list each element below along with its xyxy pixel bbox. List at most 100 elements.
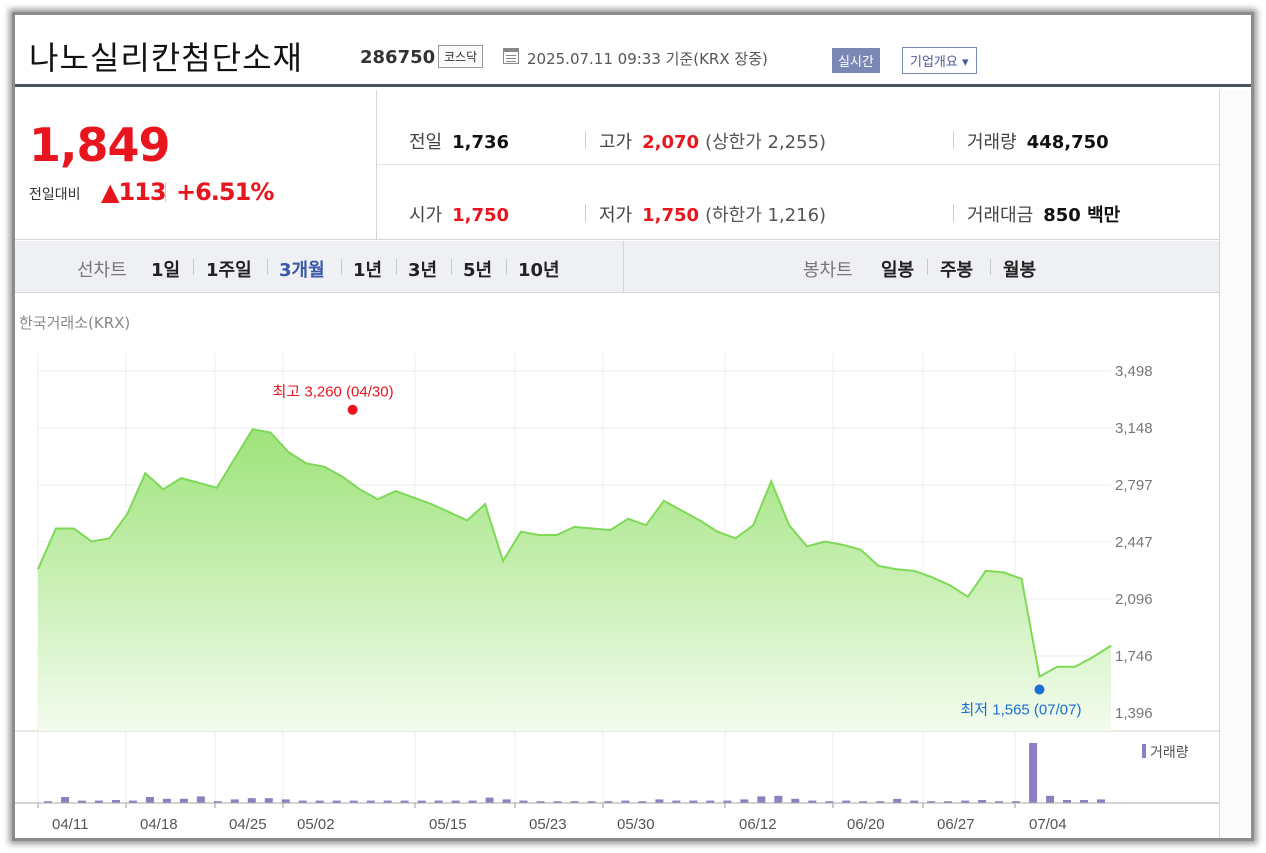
divider	[927, 259, 928, 275]
volume-bar	[927, 801, 936, 803]
volume-bar	[944, 801, 953, 803]
low-annotation: 최저 1,565 (07/07)	[960, 702, 1081, 719]
trade-amount-label: 거래대금	[967, 205, 1034, 226]
volume-bar	[1063, 800, 1072, 803]
change-label: 전일대비	[29, 187, 81, 203]
volume-bar	[1080, 800, 1089, 803]
volume-bar	[910, 800, 919, 803]
volume-bar	[672, 800, 681, 803]
volume-bar	[94, 800, 103, 803]
volume-bar	[774, 795, 783, 803]
volume-bar	[1029, 743, 1038, 803]
volume-bar	[60, 797, 69, 803]
tab-daily-candle[interactable]: 일봉	[881, 260, 915, 281]
volume-bar	[434, 800, 443, 803]
volume-bar	[604, 801, 613, 803]
divider	[990, 259, 991, 275]
day-high: 고가 2,070 (상한가 2,255)	[599, 128, 826, 154]
volume-bar	[451, 800, 460, 803]
day-low-label: 저가	[599, 205, 633, 226]
tab-3y[interactable]: 3년	[408, 260, 438, 281]
day-high-label: 고가	[599, 132, 633, 153]
volume-bar	[298, 800, 307, 803]
volume-bar	[842, 800, 851, 803]
x-tick-label: 04/25	[229, 816, 267, 833]
volume-bar	[111, 800, 120, 803]
volume-bar	[995, 801, 1004, 803]
stock-code: 286750	[360, 47, 436, 68]
volume-bar	[383, 800, 392, 803]
divider	[377, 164, 1219, 165]
y-tick-label: 3,148	[1115, 420, 1153, 437]
volume-bar	[417, 800, 426, 803]
volume-bar	[179, 798, 188, 803]
volume-label: 거래량	[967, 132, 1017, 153]
volume-bar	[162, 798, 171, 803]
calendar-icon	[503, 48, 519, 64]
prev-close-value: 1,736	[452, 132, 510, 153]
divider	[506, 259, 507, 275]
price-change-percent: +6.51%	[176, 178, 274, 206]
tab-1w[interactable]: 1주일	[206, 260, 252, 281]
tab-10y[interactable]: 10년	[518, 260, 560, 281]
x-tick-label: 04/18	[140, 816, 178, 833]
volume-bar	[502, 799, 511, 803]
open-price-label: 시가	[409, 205, 443, 226]
volume-bar	[808, 800, 817, 803]
day-low-value: 1,750	[642, 205, 700, 226]
volume-bar	[44, 801, 52, 803]
volume-bar	[213, 801, 222, 803]
volume-bar	[553, 801, 562, 803]
volume-bar	[1097, 799, 1105, 803]
company-overview-dropdown[interactable]: 기업개요 ▾	[902, 47, 977, 74]
volume-bar	[264, 798, 273, 803]
divider	[193, 259, 194, 275]
tab-3m[interactable]: 3개월	[279, 260, 325, 281]
volume-bar	[893, 798, 902, 803]
volume-bar	[332, 800, 341, 803]
tab-5y[interactable]: 5년	[463, 260, 493, 281]
volume-bar	[196, 796, 205, 803]
volume-bar	[706, 800, 715, 803]
tab-weekly-candle[interactable]: 주봉	[940, 260, 974, 281]
low-marker	[1034, 684, 1045, 695]
volume-bar	[77, 800, 86, 803]
divider	[165, 182, 166, 202]
price-chart: 3,498 3,148 2,797 2,447 2,096 1,746 1,396 최고 3…	[15, 353, 1219, 833]
volume-bar	[961, 800, 970, 803]
current-price: 1,849	[29, 118, 171, 172]
volume-bar	[587, 801, 596, 803]
tab-1d[interactable]: 1일	[151, 260, 181, 281]
divider	[267, 259, 268, 275]
divider	[953, 131, 954, 149]
tab-1y[interactable]: 1년	[353, 260, 383, 281]
realtime-button[interactable]: 실시간	[832, 48, 880, 73]
divider	[341, 259, 342, 275]
volume-legend-swatch	[1142, 744, 1146, 758]
y-tick-label: 1,396	[1115, 705, 1153, 722]
volume-bar	[349, 800, 358, 803]
volume-bar	[689, 800, 698, 803]
volume-bar	[1046, 795, 1055, 803]
data-source: 한국거래소(KRX)	[19, 314, 131, 332]
volume-bar	[791, 798, 800, 803]
high-annotation: 최고 3,260 (04/30)	[273, 384, 394, 401]
volume-bar	[876, 801, 885, 803]
volume-bar	[740, 799, 749, 803]
volume-bar	[281, 799, 290, 803]
open-price-value: 1,750	[452, 205, 510, 226]
volume-bar	[519, 800, 528, 803]
tab-monthly-candle[interactable]: 월봉	[1003, 260, 1037, 281]
volume-bar	[757, 796, 766, 803]
volume-bar	[570, 801, 579, 803]
y-tick-label: 3,498	[1115, 363, 1153, 380]
high-marker	[347, 404, 358, 415]
line-chart-label: 선차트	[77, 260, 127, 281]
volume-bar	[1012, 801, 1021, 803]
volume-bar	[978, 800, 987, 803]
trade-amount-value: 850 백만	[1043, 205, 1121, 226]
lower-limit: (하한가 1,216)	[705, 205, 827, 226]
price-summary: 1,849 전일대비 ▲113 +6.51%	[15, 90, 377, 240]
x-tick-label: 04/11	[52, 816, 88, 833]
volume-bar	[723, 800, 732, 803]
